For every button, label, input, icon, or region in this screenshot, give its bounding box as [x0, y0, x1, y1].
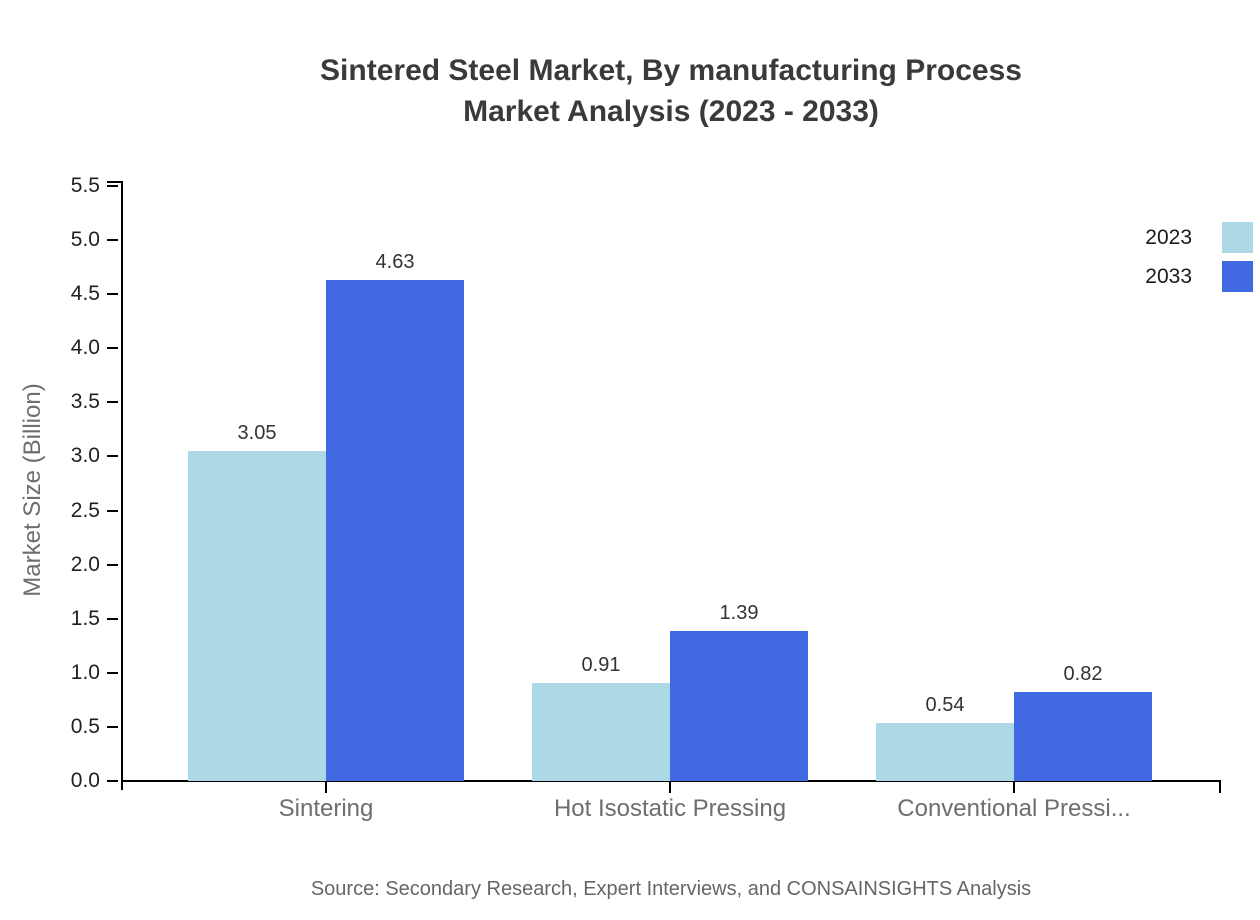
y-tick-label: 3.5	[70, 390, 100, 414]
legend-swatch-2023	[1222, 222, 1253, 253]
y-tick-label: 0.5	[70, 714, 100, 738]
bar-2033-conventional-pressi	[1014, 692, 1152, 781]
y-tick-label: 2.5	[70, 498, 100, 522]
y-tick	[107, 239, 118, 242]
bar-value-label-2033-conventional-pressi: 0.82	[1063, 663, 1103, 686]
source-text: Source: Secondary Research, Expert Inter…	[310, 878, 1032, 900]
x-category-label-hot-isostatic-pressing: Hot Isostatic Pressing	[553, 795, 787, 822]
bar-2033-sintering	[326, 280, 464, 781]
y-tick	[107, 617, 118, 620]
x-category-label-conventional-pressi: Conventional Pressi...	[897, 795, 1131, 822]
y-tick-label: 4.5	[70, 282, 100, 306]
y-tick	[107, 780, 118, 782]
y-tick-label: 0.0	[70, 769, 100, 792]
y-axis-line	[121, 181, 123, 790]
chart-title-line2: Market Analysis (2023 - 2033)	[463, 95, 879, 128]
y-tick-label: 3.0	[70, 444, 100, 468]
bar-value-label-2033-hot-isostatic-pressing: 1.39	[719, 601, 759, 624]
y-tick	[107, 347, 118, 350]
x-axis-tick-conventional-pressi	[1013, 781, 1015, 793]
chart-title-line1: Sintered Steel Market, By manufacturing …	[320, 54, 1022, 87]
y-tick-label: 5.5	[70, 174, 100, 197]
bar-2033-hot-isostatic-pressing	[670, 630, 808, 781]
bar-2023-hot-isostatic-pressing	[532, 682, 670, 781]
x-axis-line	[121, 780, 1221, 782]
bar-2023-sintering	[188, 451, 326, 781]
bar-value-label-2033-sintering: 4.63	[375, 251, 415, 274]
x-axis-tick-sintering	[325, 781, 327, 793]
y-tick	[107, 563, 118, 566]
bar-2023-conventional-pressi	[876, 722, 1014, 781]
bar-value-label-2023-hot-isostatic-pressing: 0.91	[581, 653, 621, 676]
y-axis-top-cap	[107, 181, 122, 183]
x-axis-tick-hot-isostatic-pressing	[669, 781, 671, 793]
y-tick-label: 5.0	[70, 228, 100, 252]
legend-item-2023: 2023	[1145, 222, 1253, 253]
chart-title: Sintered Steel Market, By manufacturing …	[82, 50, 1260, 132]
y-tick	[107, 293, 118, 296]
y-axis-title: Market Size (Billion)	[19, 383, 46, 597]
y-tick-label: 4.0	[70, 336, 100, 360]
legend-item-2033: 2033	[1145, 261, 1253, 292]
y-tick	[107, 509, 118, 512]
legend: 2023 2033	[1145, 222, 1253, 292]
y-tick	[107, 725, 118, 728]
x-axis-right-cap	[1219, 781, 1221, 793]
y-tick	[107, 185, 118, 187]
y-tick	[107, 671, 118, 674]
x-category-label-sintering: Sintering	[278, 795, 374, 822]
y-tick-label: 1.5	[70, 606, 100, 630]
legend-swatch-2033	[1222, 261, 1253, 292]
y-tick	[107, 401, 118, 404]
y-tick-label: 1.0	[70, 660, 100, 684]
y-tick	[107, 455, 118, 458]
bar-value-label-2023-sintering: 3.05	[237, 422, 277, 445]
y-tick-label: 2.0	[70, 552, 100, 576]
legend-label-2033: 2033	[1145, 264, 1192, 288]
bar-value-label-2023-conventional-pressi: 0.54	[925, 693, 965, 716]
legend-label-2023: 2023	[1145, 225, 1192, 249]
